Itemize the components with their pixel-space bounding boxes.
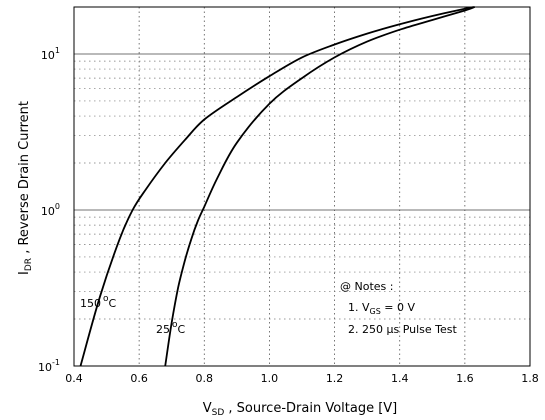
- grid: [74, 7, 530, 366]
- series-line-150c: [79, 6, 475, 367]
- x-tick-label: 0.8: [196, 372, 214, 385]
- y-tick-label: 101: [41, 46, 60, 62]
- notes-annotation: @ Notes : 1. VGS = 0 V 2. 250 μs Pulse T…: [340, 280, 458, 336]
- series-line-25c: [164, 6, 475, 367]
- y-tick-labels: 10-1 100 101: [38, 46, 60, 374]
- x-axis-title: VSD , Source-Drain Voltage [V]: [203, 401, 398, 418]
- x-tick-labels: 0.4 0.6 0.8 1.0 1.2 1.4 1.6 1.8: [65, 372, 539, 385]
- series-label-150c: 150 oC: [80, 294, 117, 310]
- plot-frame: [73, 6, 531, 367]
- y-tick-label: 10-1: [38, 358, 60, 374]
- series-layer: [79, 6, 475, 367]
- x-tick-label: 0.4: [65, 372, 83, 385]
- x-tick-label: 1.2: [326, 372, 344, 385]
- y-axis-title: IDR , Reverse Drain Current: [17, 101, 34, 275]
- series-label-25c: 25 oC: [156, 320, 186, 336]
- note-2: 2. 250 μs Pulse Test: [348, 323, 458, 336]
- note-1: 1. VGS = 0 V: [348, 301, 416, 316]
- x-tick-label: 1.4: [391, 372, 409, 385]
- x-tick-label: 0.6: [130, 372, 148, 385]
- x-tick-label: 1.6: [456, 372, 474, 385]
- x-tick-label: 1.8: [521, 372, 539, 385]
- x-tick-label: 1.0: [261, 372, 279, 385]
- y-tick-label: 100: [41, 202, 60, 218]
- notes-title: @ Notes :: [340, 280, 393, 293]
